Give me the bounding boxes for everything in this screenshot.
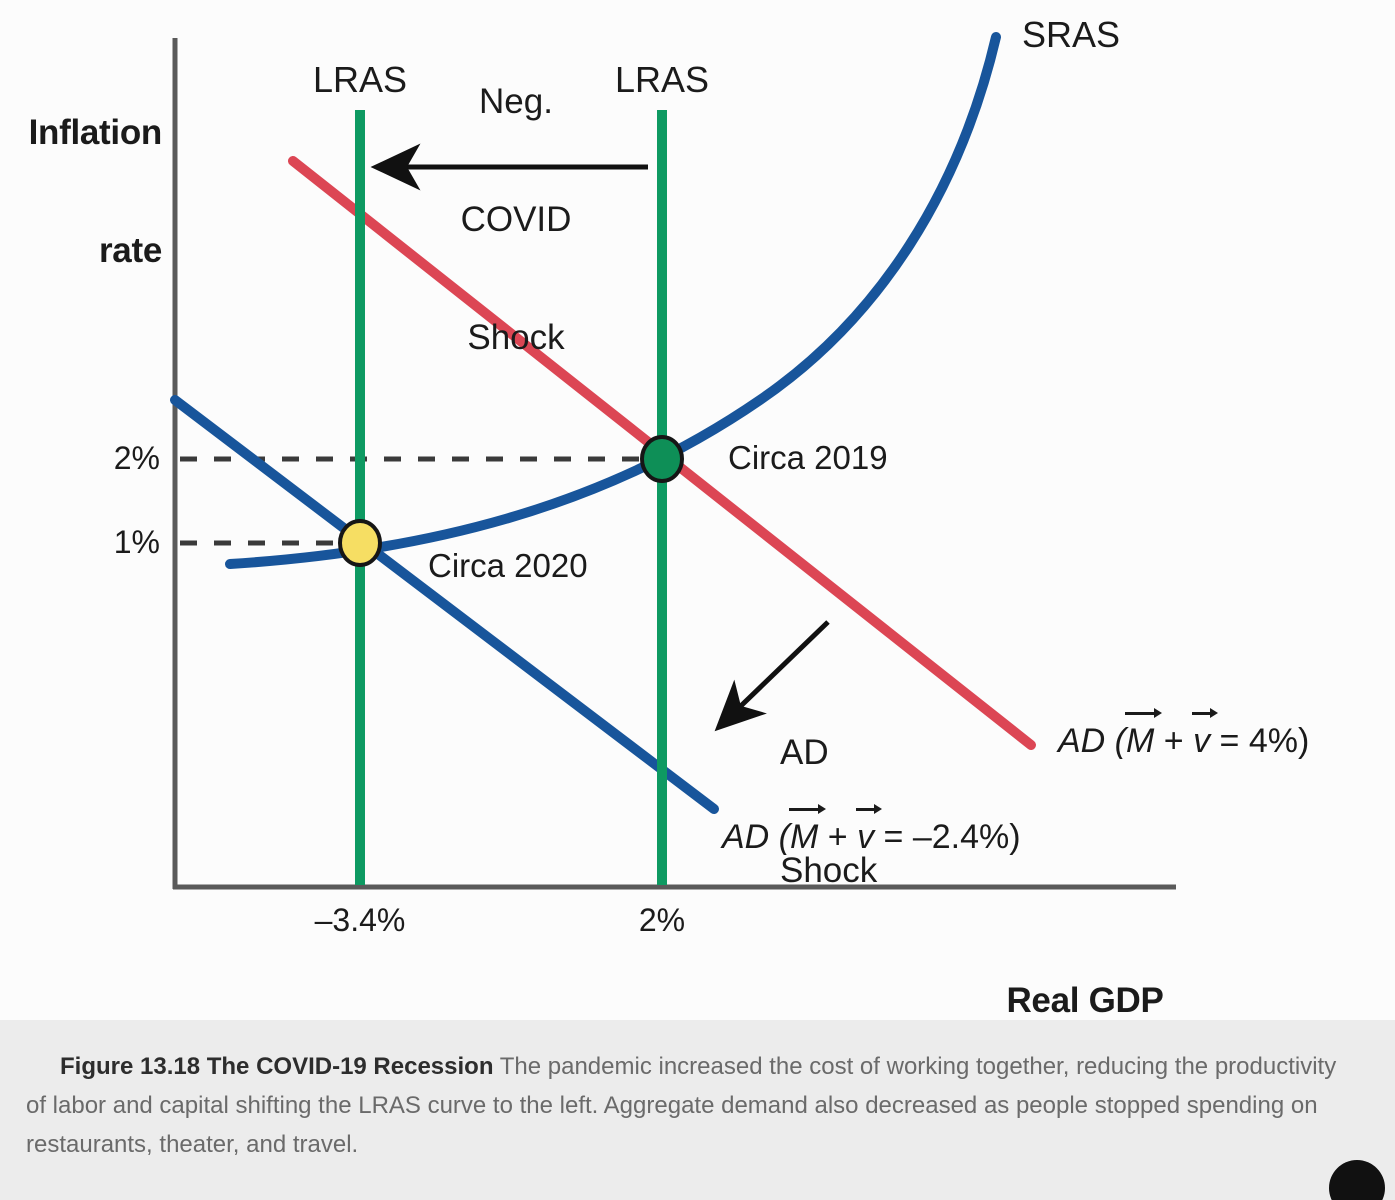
ad-shock-arrow: [714, 620, 830, 732]
ad-equation-old-value: 4%: [1248, 722, 1298, 760]
ad-shock-line1: AD: [780, 733, 829, 773]
covid-shock-label: Neg. COVID Shock: [406, 4, 626, 435]
plus-sign-new: +: [818, 818, 858, 856]
y-axis-title: Inflation rate: [0, 35, 163, 349]
v-vector-symbol-new: v: [856, 803, 883, 856]
ad-equation-new-close: ): [1009, 818, 1021, 856]
y-tick-label-2pct: 2%: [113, 440, 160, 476]
ad-equation-old-close: ): [1297, 722, 1310, 760]
y-axis-title-line2: rate: [98, 230, 162, 270]
ad-equation-old-prefix: AD (: [1058, 722, 1126, 760]
caption-spacer: [200, 1053, 207, 1080]
plus-sign-old: +: [1154, 722, 1194, 760]
equilibrium-point-2020[interactable]: [338, 519, 382, 567]
ad-curve-new-blue: [170, 395, 719, 814]
ad-equation-new-label: AD (M + v = –2.4%): [722, 803, 1021, 856]
x-axis-title-line1: Real GDP: [1006, 981, 1164, 1021]
caption-figure-number: Figure 13.18: [60, 1053, 201, 1080]
ad-equation-new-prefix: AD (: [722, 818, 790, 856]
point-label-circa-2019: Circa 2019: [728, 439, 888, 476]
figure-caption: Figure 13.18 The COVID-19 Recession The …: [26, 1048, 1351, 1165]
caption-body: The pandemic increased the cost of worki…: [26, 1053, 1337, 1158]
y-tick-label-1pct: 1%: [113, 524, 160, 560]
lras-label-left: LRAS: [312, 59, 408, 100]
covid-shock-line2: COVID: [460, 199, 572, 239]
ad-equation-old-label: AD (M + v = 4%): [1058, 707, 1310, 760]
covid-shock-line1: Neg.: [479, 82, 553, 122]
x-tick-label-negative-3-4: –3.4%: [314, 902, 406, 938]
figure-caption-area: Figure 13.18 The COVID-19 Recession The …: [0, 1020, 1395, 1200]
equilibrium-point-2019[interactable]: [640, 435, 684, 483]
figure-graphic-area: Inflation rate Real GDP growth rate 2% 1…: [0, 4, 1310, 1138]
equals-sign-new: =: [874, 818, 913, 856]
ad-shock-line2: Shock: [780, 850, 878, 890]
m-vector-symbol-old: M: [1124, 707, 1163, 760]
sras-curve: [225, 32, 1001, 569]
x-tick-label-2pct: 2%: [638, 902, 686, 938]
m-vector-symbol-new: M: [788, 803, 827, 856]
lras-label-right: LRAS: [614, 59, 710, 100]
ad-equation-new-value: –2.4%: [912, 818, 1010, 856]
y-axis-title-line1: Inflation: [28, 113, 163, 153]
page-corner-dot: [1329, 1160, 1385, 1200]
sras-label: SRAS: [1022, 14, 1121, 55]
ad-shock-label: AD Shock: [780, 655, 940, 969]
ad-as-diagram: [170, 32, 1176, 890]
covid-shock-line3: Shock: [467, 317, 565, 357]
v-vector-symbol-old: v: [1192, 707, 1219, 760]
caption-figure-title: The COVID-19 Recession: [206, 1053, 494, 1080]
equals-sign-old: =: [1210, 722, 1249, 760]
point-label-circa-2020: Circa 2020: [428, 547, 588, 584]
